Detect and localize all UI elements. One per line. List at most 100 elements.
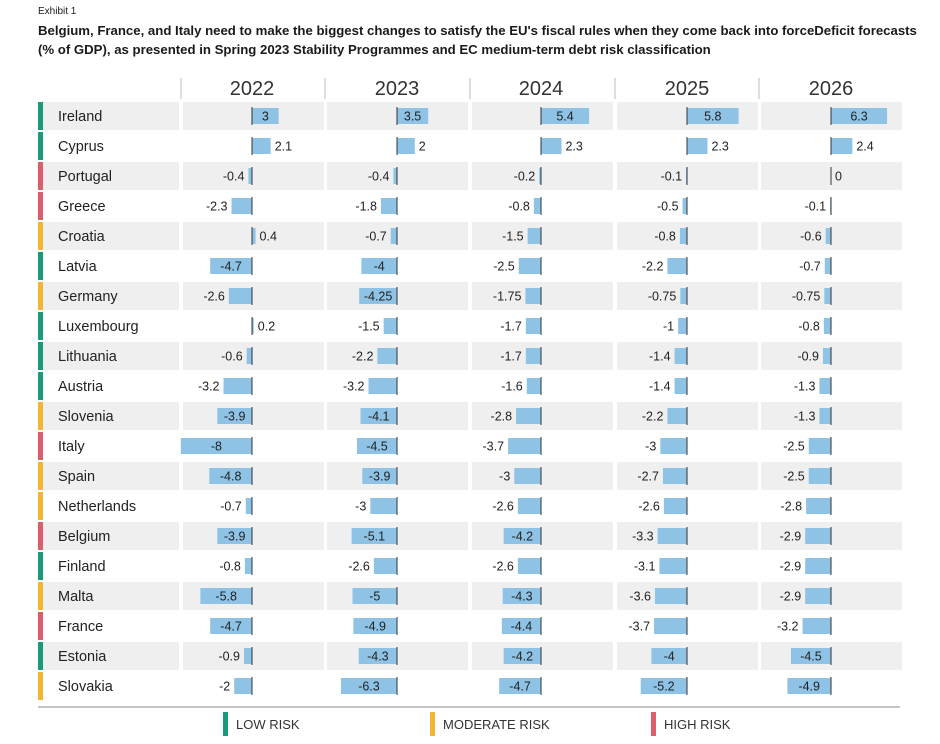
data-label: -4.7 xyxy=(220,260,242,274)
cell-band xyxy=(183,252,324,280)
risk-marker-greece xyxy=(38,192,43,220)
data-label: -2.8 xyxy=(781,500,803,514)
data-label: -0.6 xyxy=(800,230,822,244)
year-header-2025: 2025 xyxy=(665,78,710,100)
risk-marker-ireland xyxy=(38,102,43,130)
cell-band xyxy=(472,402,613,430)
data-label: -0.8 xyxy=(508,200,530,214)
legend-low-label: LOW RISK xyxy=(236,716,300,732)
bar-malta-2026 xyxy=(805,588,831,604)
bar-estonia-2025 xyxy=(651,648,687,664)
year-header-2026: 2026 xyxy=(809,78,854,100)
risk-marker-netherlands xyxy=(38,492,43,520)
row-band xyxy=(43,672,179,700)
bar-croatia-2026 xyxy=(825,228,831,244)
country-label-italy: Italy xyxy=(58,439,85,455)
cell-band xyxy=(472,462,613,490)
bar-luxembourg-2026 xyxy=(823,318,831,334)
data-label: -2.2 xyxy=(642,260,664,274)
bar-estonia-2023 xyxy=(358,648,397,664)
data-label: -4.9 xyxy=(798,680,820,694)
bar-slovenia-2023 xyxy=(360,408,397,424)
data-label: -3 xyxy=(645,440,656,454)
data-label: -2.6 xyxy=(348,560,370,574)
cell-band xyxy=(472,252,613,280)
risk-marker-germany xyxy=(38,282,43,310)
risk-marker-croatia xyxy=(38,222,43,250)
data-label: -3.3 xyxy=(632,530,654,544)
bar-slovenia-2022 xyxy=(217,408,252,424)
row-band xyxy=(43,402,179,430)
row-band xyxy=(43,582,179,610)
country-label-lithuania: Lithuania xyxy=(58,349,118,365)
risk-marker-slovenia xyxy=(38,402,43,430)
bar-cyprus-2022 xyxy=(252,138,271,154)
country-label-latvia: Latvia xyxy=(58,259,98,275)
bar-austria-2025 xyxy=(674,378,687,394)
country-label-finland: Finland xyxy=(58,559,106,575)
bar-germany-2024 xyxy=(525,288,541,304)
country-label-france: France xyxy=(58,619,103,635)
legend-low-risk: LOW RISK xyxy=(223,711,300,737)
bar-france-2022 xyxy=(210,618,252,634)
year-header-2022: 2022 xyxy=(230,78,275,100)
data-label: -1.5 xyxy=(358,320,380,334)
bar-slovenia-2025 xyxy=(667,408,687,424)
row-band xyxy=(43,282,179,310)
cell-band xyxy=(183,552,324,580)
bar-latvia-2024 xyxy=(518,258,541,274)
row-band xyxy=(43,642,179,670)
country-label-greece: Greece xyxy=(58,199,106,215)
data-label: -3.7 xyxy=(629,620,651,634)
bar-malta-2025 xyxy=(654,588,687,604)
chart-title: Belgium, France, and Italy need to make … xyxy=(38,23,917,57)
data-label: -0.9 xyxy=(797,350,819,364)
bar-france-2025 xyxy=(654,618,687,634)
bar-latvia-2022 xyxy=(210,258,252,274)
data-label: 5.8 xyxy=(704,110,721,124)
bar-finland-2022 xyxy=(244,558,252,574)
data-label: -4.5 xyxy=(366,440,388,454)
row-band xyxy=(43,612,179,640)
data-label: 0.2 xyxy=(258,320,275,334)
cell-band xyxy=(183,522,324,550)
legend-moderate-label: MODERATE RISK xyxy=(443,716,550,732)
bar-germany-2023 xyxy=(359,288,397,304)
row-band xyxy=(43,102,179,130)
data-label: -2.8 xyxy=(491,410,513,424)
bar-portugal-2022 xyxy=(248,168,252,184)
row-band xyxy=(43,432,179,460)
cell-band xyxy=(472,162,613,190)
data-label: -2.6 xyxy=(492,560,514,574)
cell-band xyxy=(472,672,613,700)
bar-malta-2023 xyxy=(352,588,397,604)
cell-band xyxy=(472,582,613,610)
row-band xyxy=(43,192,179,220)
data-label: -3.9 xyxy=(224,410,246,424)
cell-band xyxy=(183,282,324,310)
data-label: -4.2 xyxy=(512,650,534,664)
data-label: -4.9 xyxy=(364,620,386,634)
bar-croatia-2024 xyxy=(527,228,541,244)
data-label: -0.8 xyxy=(219,560,241,574)
bar-netherlands-2022 xyxy=(245,498,252,514)
legend-moderate-swatch xyxy=(430,712,435,736)
bar-slovenia-2026 xyxy=(819,408,831,424)
bar-greece-2023 xyxy=(380,198,397,214)
data-label: -1.5 xyxy=(502,230,524,244)
data-label: 2 xyxy=(419,140,426,154)
country-label-estonia: Estonia xyxy=(58,649,107,665)
bar-lithuania-2022 xyxy=(246,348,252,364)
bar-spain-2025 xyxy=(662,468,687,484)
data-label: -0.75 xyxy=(648,290,677,304)
data-label: 0.4 xyxy=(260,230,277,244)
data-label: -2.6 xyxy=(492,500,514,514)
bar-belgium-2026 xyxy=(805,528,831,544)
cell-band xyxy=(472,222,613,250)
data-label: -0.7 xyxy=(220,500,242,514)
risk-marker-belgium xyxy=(38,522,43,550)
bar-ireland-2024 xyxy=(541,108,590,124)
risk-marker-latvia xyxy=(38,252,43,280)
risk-marker-malta xyxy=(38,582,43,610)
